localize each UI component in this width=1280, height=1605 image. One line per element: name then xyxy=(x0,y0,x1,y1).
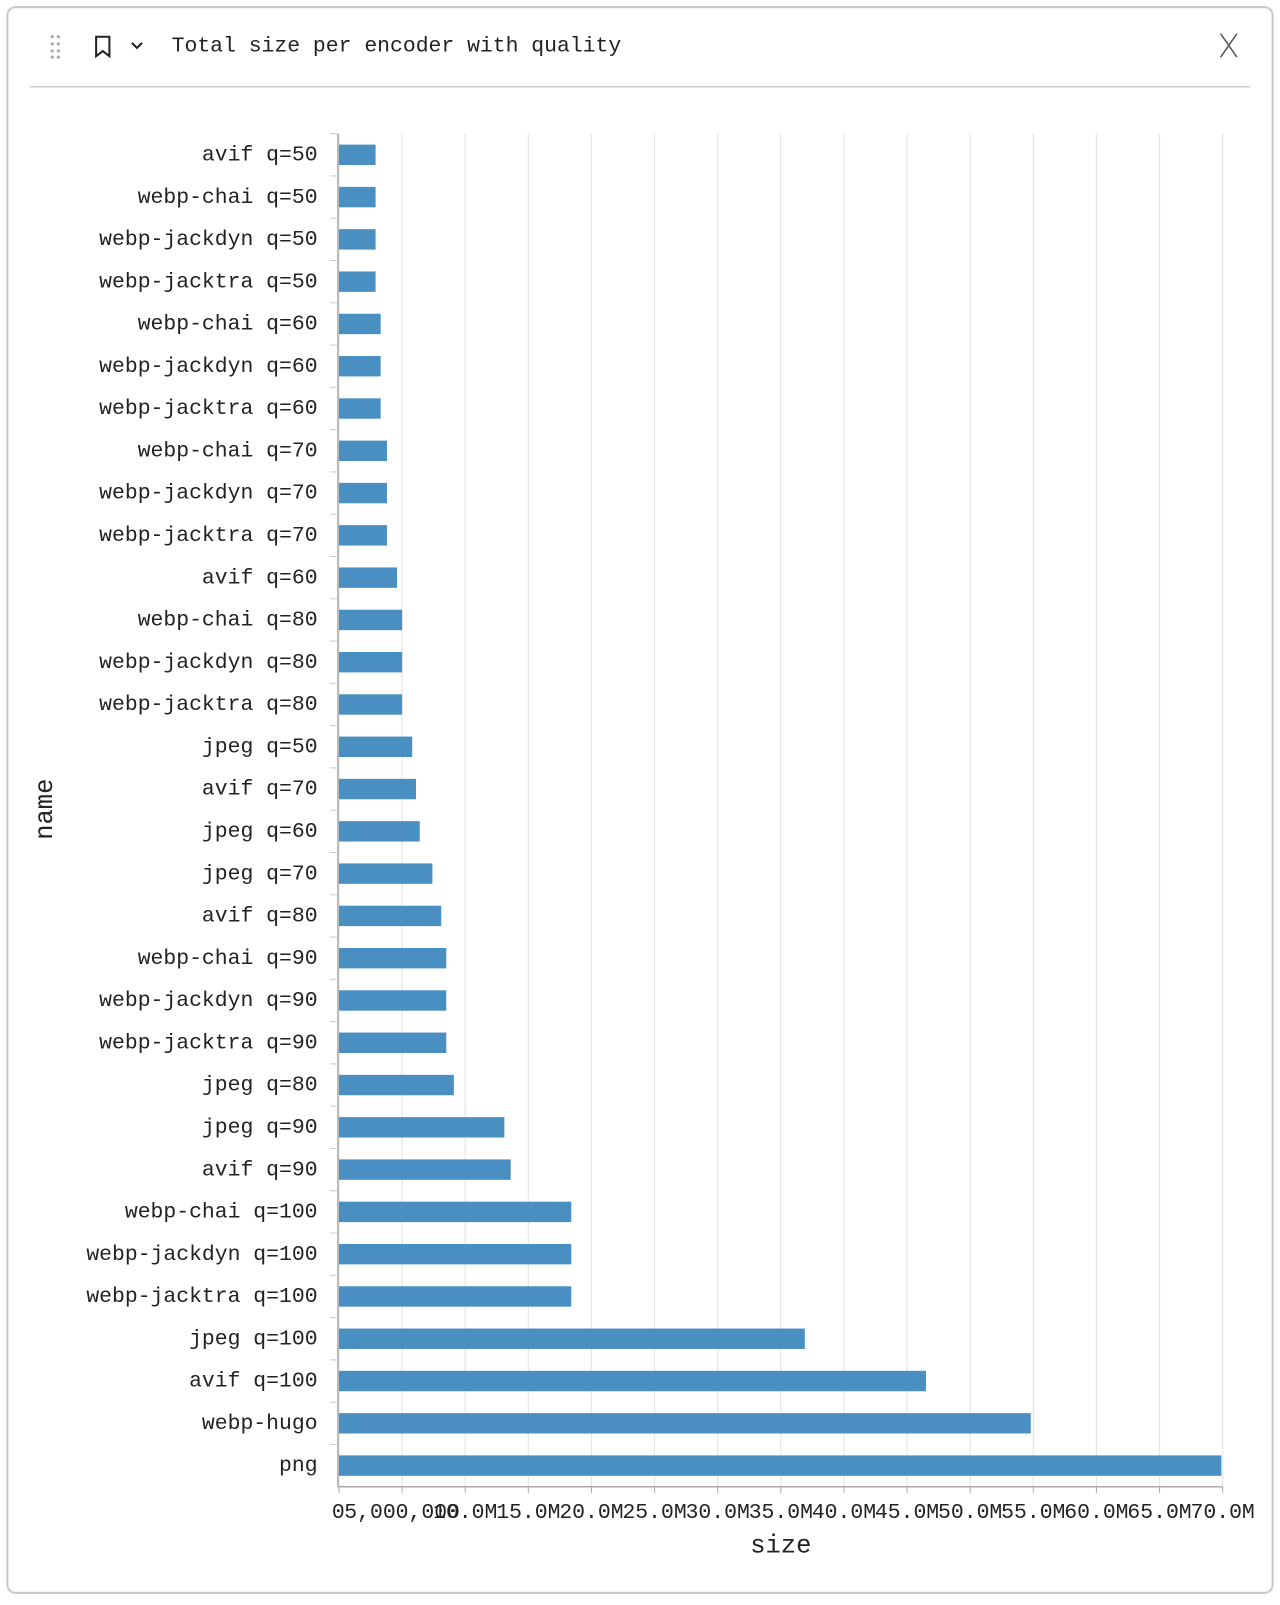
chevron-icon[interactable] xyxy=(131,42,143,50)
bar xyxy=(338,736,413,757)
bar xyxy=(338,905,442,927)
y-tick-label: webp-jacktra q=80 xyxy=(99,693,317,717)
bar xyxy=(338,1243,572,1265)
y-tick-label: jpeg q=60 xyxy=(202,820,318,844)
bar xyxy=(338,863,433,884)
bar xyxy=(338,1328,805,1349)
y-tick-label: avif q=80 xyxy=(202,905,318,929)
bar xyxy=(338,186,376,208)
y-tick-label: avif q=50 xyxy=(202,143,318,167)
y-tick-label: webp-jackdyn q=90 xyxy=(99,989,317,1013)
y-tick-label: jpeg q=70 xyxy=(202,862,318,886)
y-tick-label: webp-chai q=100 xyxy=(125,1201,318,1225)
drag-handle[interactable] xyxy=(50,35,61,59)
y-tick-label: webp-chai q=50 xyxy=(138,186,318,210)
bar xyxy=(338,1074,454,1096)
y-tick-label: webp-chai q=90 xyxy=(138,947,318,971)
y-tick-label: webp-jackdyn q=60 xyxy=(99,355,317,379)
y-tick-label: webp-jackdyn q=50 xyxy=(99,228,317,252)
x-axis-title: size xyxy=(750,1532,811,1561)
bar xyxy=(338,144,376,166)
y-tick-label: webp-jacktra q=50 xyxy=(99,270,317,294)
x-tick-label: 40.0M xyxy=(812,1501,876,1525)
bar xyxy=(338,652,403,673)
y-tick-label: jpeg q=90 xyxy=(202,1116,318,1140)
bar xyxy=(338,229,376,250)
x-tick-label: 50.0M xyxy=(938,1501,1002,1525)
y-tick-label: avif q=90 xyxy=(202,1158,318,1182)
y-tick-label: webp-chai q=80 xyxy=(138,609,318,633)
x-tick-label: 0 xyxy=(332,1501,345,1525)
x-tick-label: 15.0M xyxy=(496,1501,560,1525)
bar xyxy=(338,609,403,631)
y-tick-label: png xyxy=(279,1454,318,1478)
bar xyxy=(338,356,381,377)
bar xyxy=(338,482,387,504)
x-tick-label: 45.0M xyxy=(875,1501,939,1525)
y-tick-label: webp-jackdyn q=80 xyxy=(99,651,317,675)
x-tick-label: 65.0M xyxy=(1127,1501,1191,1525)
x-tick-label: 30.0M xyxy=(686,1501,750,1525)
bar xyxy=(338,567,398,588)
bar xyxy=(338,271,376,292)
y-tick-label: jpeg q=100 xyxy=(189,1327,317,1351)
bar xyxy=(338,694,403,715)
y-tick-label: webp-jacktra q=100 xyxy=(86,1285,317,1309)
bar xyxy=(338,990,447,1011)
y-tick-label: webp-jackdyn q=100 xyxy=(86,1243,317,1267)
panel-card xyxy=(6,6,1274,1594)
bar xyxy=(338,778,416,800)
y-tick-label: avif q=70 xyxy=(202,778,318,802)
x-tick-label: 60.0M xyxy=(1064,1501,1128,1525)
bar xyxy=(338,947,447,969)
bar xyxy=(338,1286,572,1307)
bar xyxy=(338,1370,926,1392)
x-tick-label: 35.0M xyxy=(749,1501,813,1525)
x-tick-label: 70.0M xyxy=(1191,1501,1255,1525)
bar xyxy=(338,398,381,419)
bar xyxy=(338,1413,1031,1434)
y-tick-label: jpeg q=80 xyxy=(202,1074,318,1098)
x-tick-label: 55.0M xyxy=(1001,1501,1065,1525)
bar xyxy=(338,1032,447,1053)
x-tick-label: 5,000,000 xyxy=(344,1501,460,1525)
close-button[interactable] xyxy=(1219,33,1238,58)
bar xyxy=(338,313,381,335)
bar xyxy=(338,821,420,842)
y-axis-title: name xyxy=(31,779,60,840)
x-tick-label: 25.0M xyxy=(622,1501,686,1525)
bookmark-icon[interactable] xyxy=(95,35,111,59)
y-tick-label: webp-jacktra q=70 xyxy=(99,524,317,548)
y-tick-label: webp-jackdyn q=70 xyxy=(99,482,317,506)
y-tick-label: avif q=100 xyxy=(189,1370,317,1394)
x-tick-label: 10.0M xyxy=(433,1501,497,1525)
bar xyxy=(338,1455,1222,1476)
panel-title: Total size per encoder with quality xyxy=(172,35,622,59)
bar xyxy=(338,1117,505,1138)
y-tick-label: webp-jacktra q=60 xyxy=(99,397,317,421)
y-tick-label: webp-chai q=70 xyxy=(138,439,318,463)
y-tick-label: webp-hugo xyxy=(202,1412,318,1436)
x-tick-label: 20.0M xyxy=(559,1501,623,1525)
y-tick-label: webp-chai q=60 xyxy=(138,313,318,337)
bar xyxy=(338,1159,511,1180)
bar xyxy=(338,440,387,462)
y-tick-label: jpeg q=50 xyxy=(202,735,318,759)
bar xyxy=(338,525,387,546)
y-tick-label: avif q=60 xyxy=(202,566,318,590)
bar xyxy=(338,1201,572,1223)
y-tick-label: webp-jacktra q=90 xyxy=(99,1031,317,1055)
